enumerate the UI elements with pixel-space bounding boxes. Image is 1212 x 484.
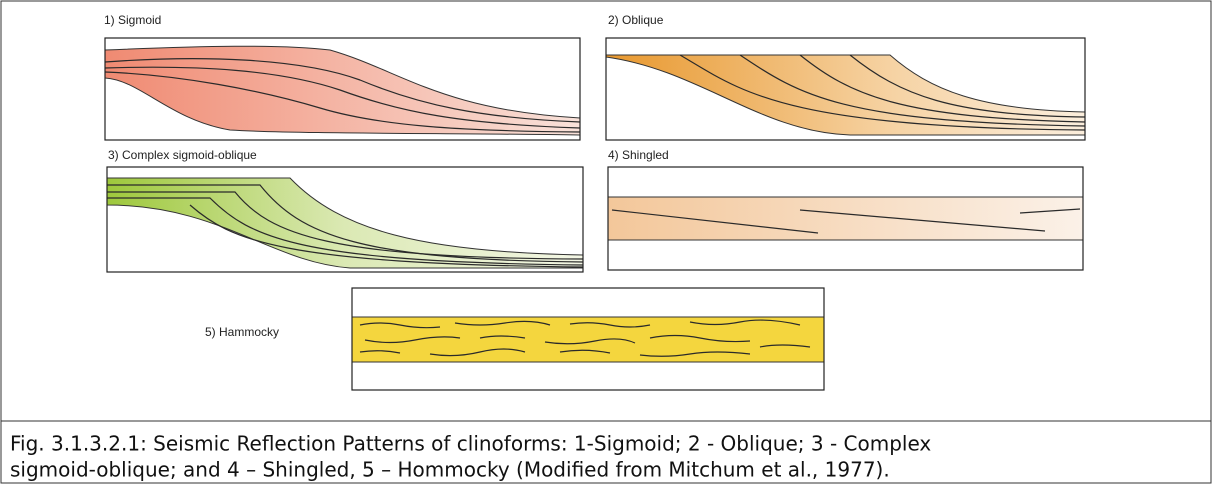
reflector — [107, 191, 584, 260]
panel-box — [605, 37, 1086, 141]
reflector — [849, 54, 1086, 118]
reflector — [799, 54, 1086, 123]
panel-box — [106, 166, 584, 273]
reflector — [104, 71, 581, 133]
reflector — [1019, 208, 1081, 214]
panel-label: 4) Shingled — [608, 148, 669, 162]
reflector — [104, 66, 581, 129]
reflector — [679, 54, 1086, 131]
panel-label: 3) Complex sigmoid-oblique — [108, 148, 257, 162]
reflector — [107, 197, 584, 266]
reflector — [104, 58, 581, 123]
reflector — [107, 184, 584, 263]
reflector — [189, 204, 584, 268]
reflector — [739, 54, 1086, 127]
oblique-body — [605, 54, 1086, 136]
panel-label: 5) Hammocky — [205, 325, 279, 339]
panel-label: 2) Oblique — [608, 13, 664, 27]
caption-line: sigmoid-oblique; and 4 – Shingled, 5 – H… — [10, 458, 890, 482]
caption-line: Fig. 3.1.3.2.1: Seismic Reflection Patte… — [10, 432, 931, 456]
panel-box — [351, 287, 825, 391]
reflector — [359, 319, 811, 357]
panel-box — [607, 166, 1084, 271]
reflector — [799, 209, 1046, 232]
panel-box — [104, 37, 581, 141]
shingled-band — [607, 196, 1084, 241]
reflector — [611, 209, 819, 234]
hammocky-band — [351, 316, 825, 363]
panel-label: 1) Sigmoid — [104, 13, 161, 27]
